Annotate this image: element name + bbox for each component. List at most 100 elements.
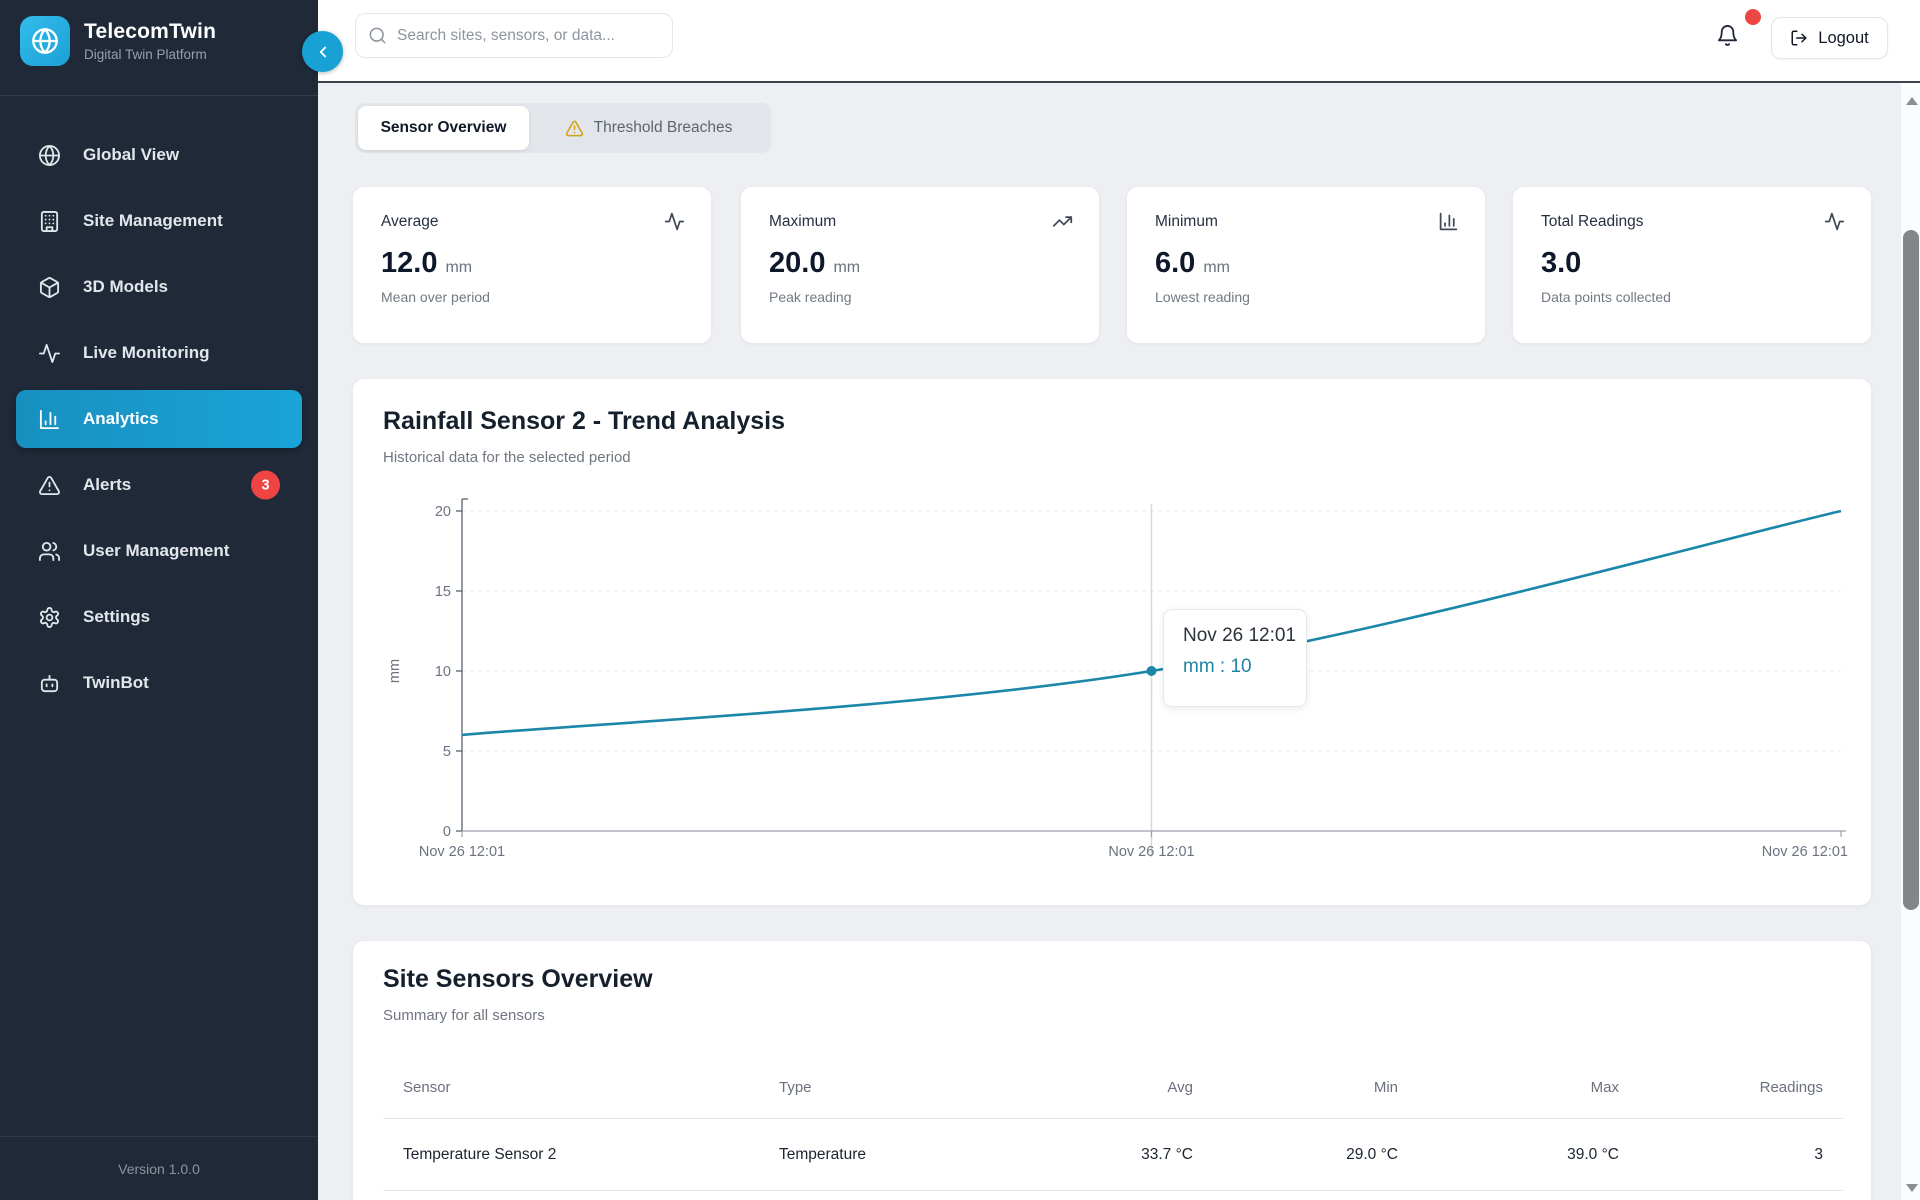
logout-button[interactable]: Logout [1771,17,1888,59]
chart-tooltip: Nov 26 12:01 mm : 10 [1163,609,1307,707]
y-tick-label: 15 [435,584,451,600]
sidebar-item-alerts[interactable]: Alerts 3 [16,456,302,514]
sidebar-item-analytics[interactable]: Analytics [16,390,302,448]
trending-up-icon [1052,211,1073,237]
notifications-bell-icon[interactable] [1716,24,1746,58]
logout-label: Logout [1818,28,1869,47]
scrollbar-thumb[interactable] [1903,230,1919,910]
stat-card-minimum: Minimum 6.0 mm Lowest reading [1126,186,1486,344]
alert-triangle-icon [38,475,60,495]
cell-sensor-type: Temperature [779,1145,867,1163]
x-tick-label: Nov 26 12:01 [419,844,505,860]
cell-sensor-name: Temperature Sensor 2 [403,1145,557,1163]
sidebar-item-twinbot[interactable]: TwinBot [16,654,302,712]
warning-triangle-icon [565,120,583,136]
col-readings: Readings [1759,1079,1823,1096]
cube-icon [39,276,60,298]
table-header-row: Sensor Type Avg Min Max Readings [383,1057,1843,1119]
col-min: Min [1373,1079,1398,1096]
sidebar-item-label: Site Management [83,211,223,230]
sidebar-item-live-monitoring[interactable]: Live Monitoring [16,324,302,382]
tab-sensor-overview[interactable]: Sensor Overview [358,106,529,150]
x-tick-label: Nov 26 12:01 [1762,844,1848,860]
y-tick-label: 0 [443,824,451,840]
chevron-left-icon [319,46,326,57]
sidebar-item-site-management[interactable]: Site Management [16,192,302,250]
app-title: TelecomTwin [84,20,217,43]
stat-value: 3.0 [1541,247,1582,279]
version-label: Version 1.0.0 [0,1136,318,1200]
table-subtitle: Summary for all sensors [383,1007,545,1024]
activity-icon [664,211,685,237]
x-tick-label: Nov 26 12:01 [1108,844,1194,860]
y-tick-label: 20 [435,504,451,520]
tab-threshold-breaches[interactable]: Threshold Breaches [529,106,768,150]
y-tick-label: 5 [443,744,451,760]
col-max: Max [1590,1079,1619,1096]
site-sensors-overview-card: Site Sensors Overview Summary for all se… [352,940,1872,1200]
stat-title: Maximum [769,213,837,230]
sensor-table: Sensor Type Avg Min Max Readings Tempera… [383,1057,1843,1191]
sidebar-item-label: Global View [83,145,180,164]
scrollbar-down-arrow[interactable] [1906,1184,1918,1192]
col-sensor: Sensor [403,1079,451,1096]
logout-icon [1791,30,1807,46]
top-bar: Logout [318,0,1920,83]
stat-title: Total Readings [1541,213,1644,230]
search-input[interactable] [397,26,660,45]
table-title: Site Sensors Overview [383,965,653,993]
stat-value: 12.0 [381,247,438,279]
brand: TelecomTwin Digital Twin Platform [20,16,216,66]
tab-label: Sensor Overview [380,119,507,136]
cell-min: 29.0 °C [1346,1145,1398,1163]
trend-analysis-card: Rainfall Sensor 2 - Trend Analysis Histo… [352,378,1872,906]
cell-readings: 3 [1814,1145,1823,1163]
sidebar-item-label: Settings [83,607,151,626]
bot-icon [40,674,59,692]
stat-value: 20.0 [769,247,826,279]
sidebar-item-label: Live Monitoring [83,343,210,362]
y-tick-label: 10 [435,664,451,680]
sidebar-item-label: 3D Models [83,277,169,296]
scrollbar [1900,83,1920,1200]
gear-icon [39,606,60,628]
tooltip-value: mm : 10 [1183,656,1252,677]
stat-title: Average [381,213,439,230]
col-avg: Avg [1167,1079,1193,1096]
stat-card-average: Average 12.0 mm Mean over period [352,186,712,344]
tab-bar: Sensor Overview Threshold Breaches [355,103,771,153]
cell-avg: 33.7 °C [1141,1145,1193,1163]
sidebar-collapse-button[interactable] [302,31,343,72]
search-icon [369,27,386,44]
table-row: Temperature Sensor 2 Temperature 33.7 °C… [383,1119,1843,1191]
chart-subtitle: Historical data for the selected period [383,449,631,466]
scrollbar-up-arrow[interactable] [1906,97,1918,105]
cell-max: 39.0 °C [1567,1145,1619,1163]
chart-title: Rainfall Sensor 2 - Trend Analysis [383,407,785,435]
users-icon [39,541,60,561]
tooltip-timestamp: Nov 26 12:01 [1183,625,1297,646]
sidebar-nav: Global View Site Management 3D Models Li… [0,118,318,720]
sidebar-item-label: Analytics [83,409,159,428]
bar-chart-icon [39,409,60,429]
sidebar-item-label: User Management [83,541,230,560]
sidebar-divider [0,95,318,96]
sidebar-item-settings[interactable]: Settings [16,588,302,646]
globe-icon [39,144,60,166]
app-subtitle: Digital Twin Platform [84,47,207,62]
stat-title: Minimum [1155,213,1218,230]
search-box [355,13,673,58]
notification-dot [1745,9,1761,25]
stat-subtitle: Lowest reading [1155,289,1250,305]
stat-subtitle: Peak reading [769,289,852,305]
sidebar-item-label: TwinBot [83,673,149,692]
y-axis-title: mm [387,659,403,683]
stat-unit: mm [833,259,861,276]
sidebar-item-global-view[interactable]: Global View [16,126,302,184]
sidebar-item-3d-models[interactable]: 3D Models [16,258,302,316]
building-icon [40,210,59,232]
sidebar-item-user-management[interactable]: User Management [16,522,302,580]
sidebar: TelecomTwin Digital Twin Platform Global… [0,0,318,1200]
